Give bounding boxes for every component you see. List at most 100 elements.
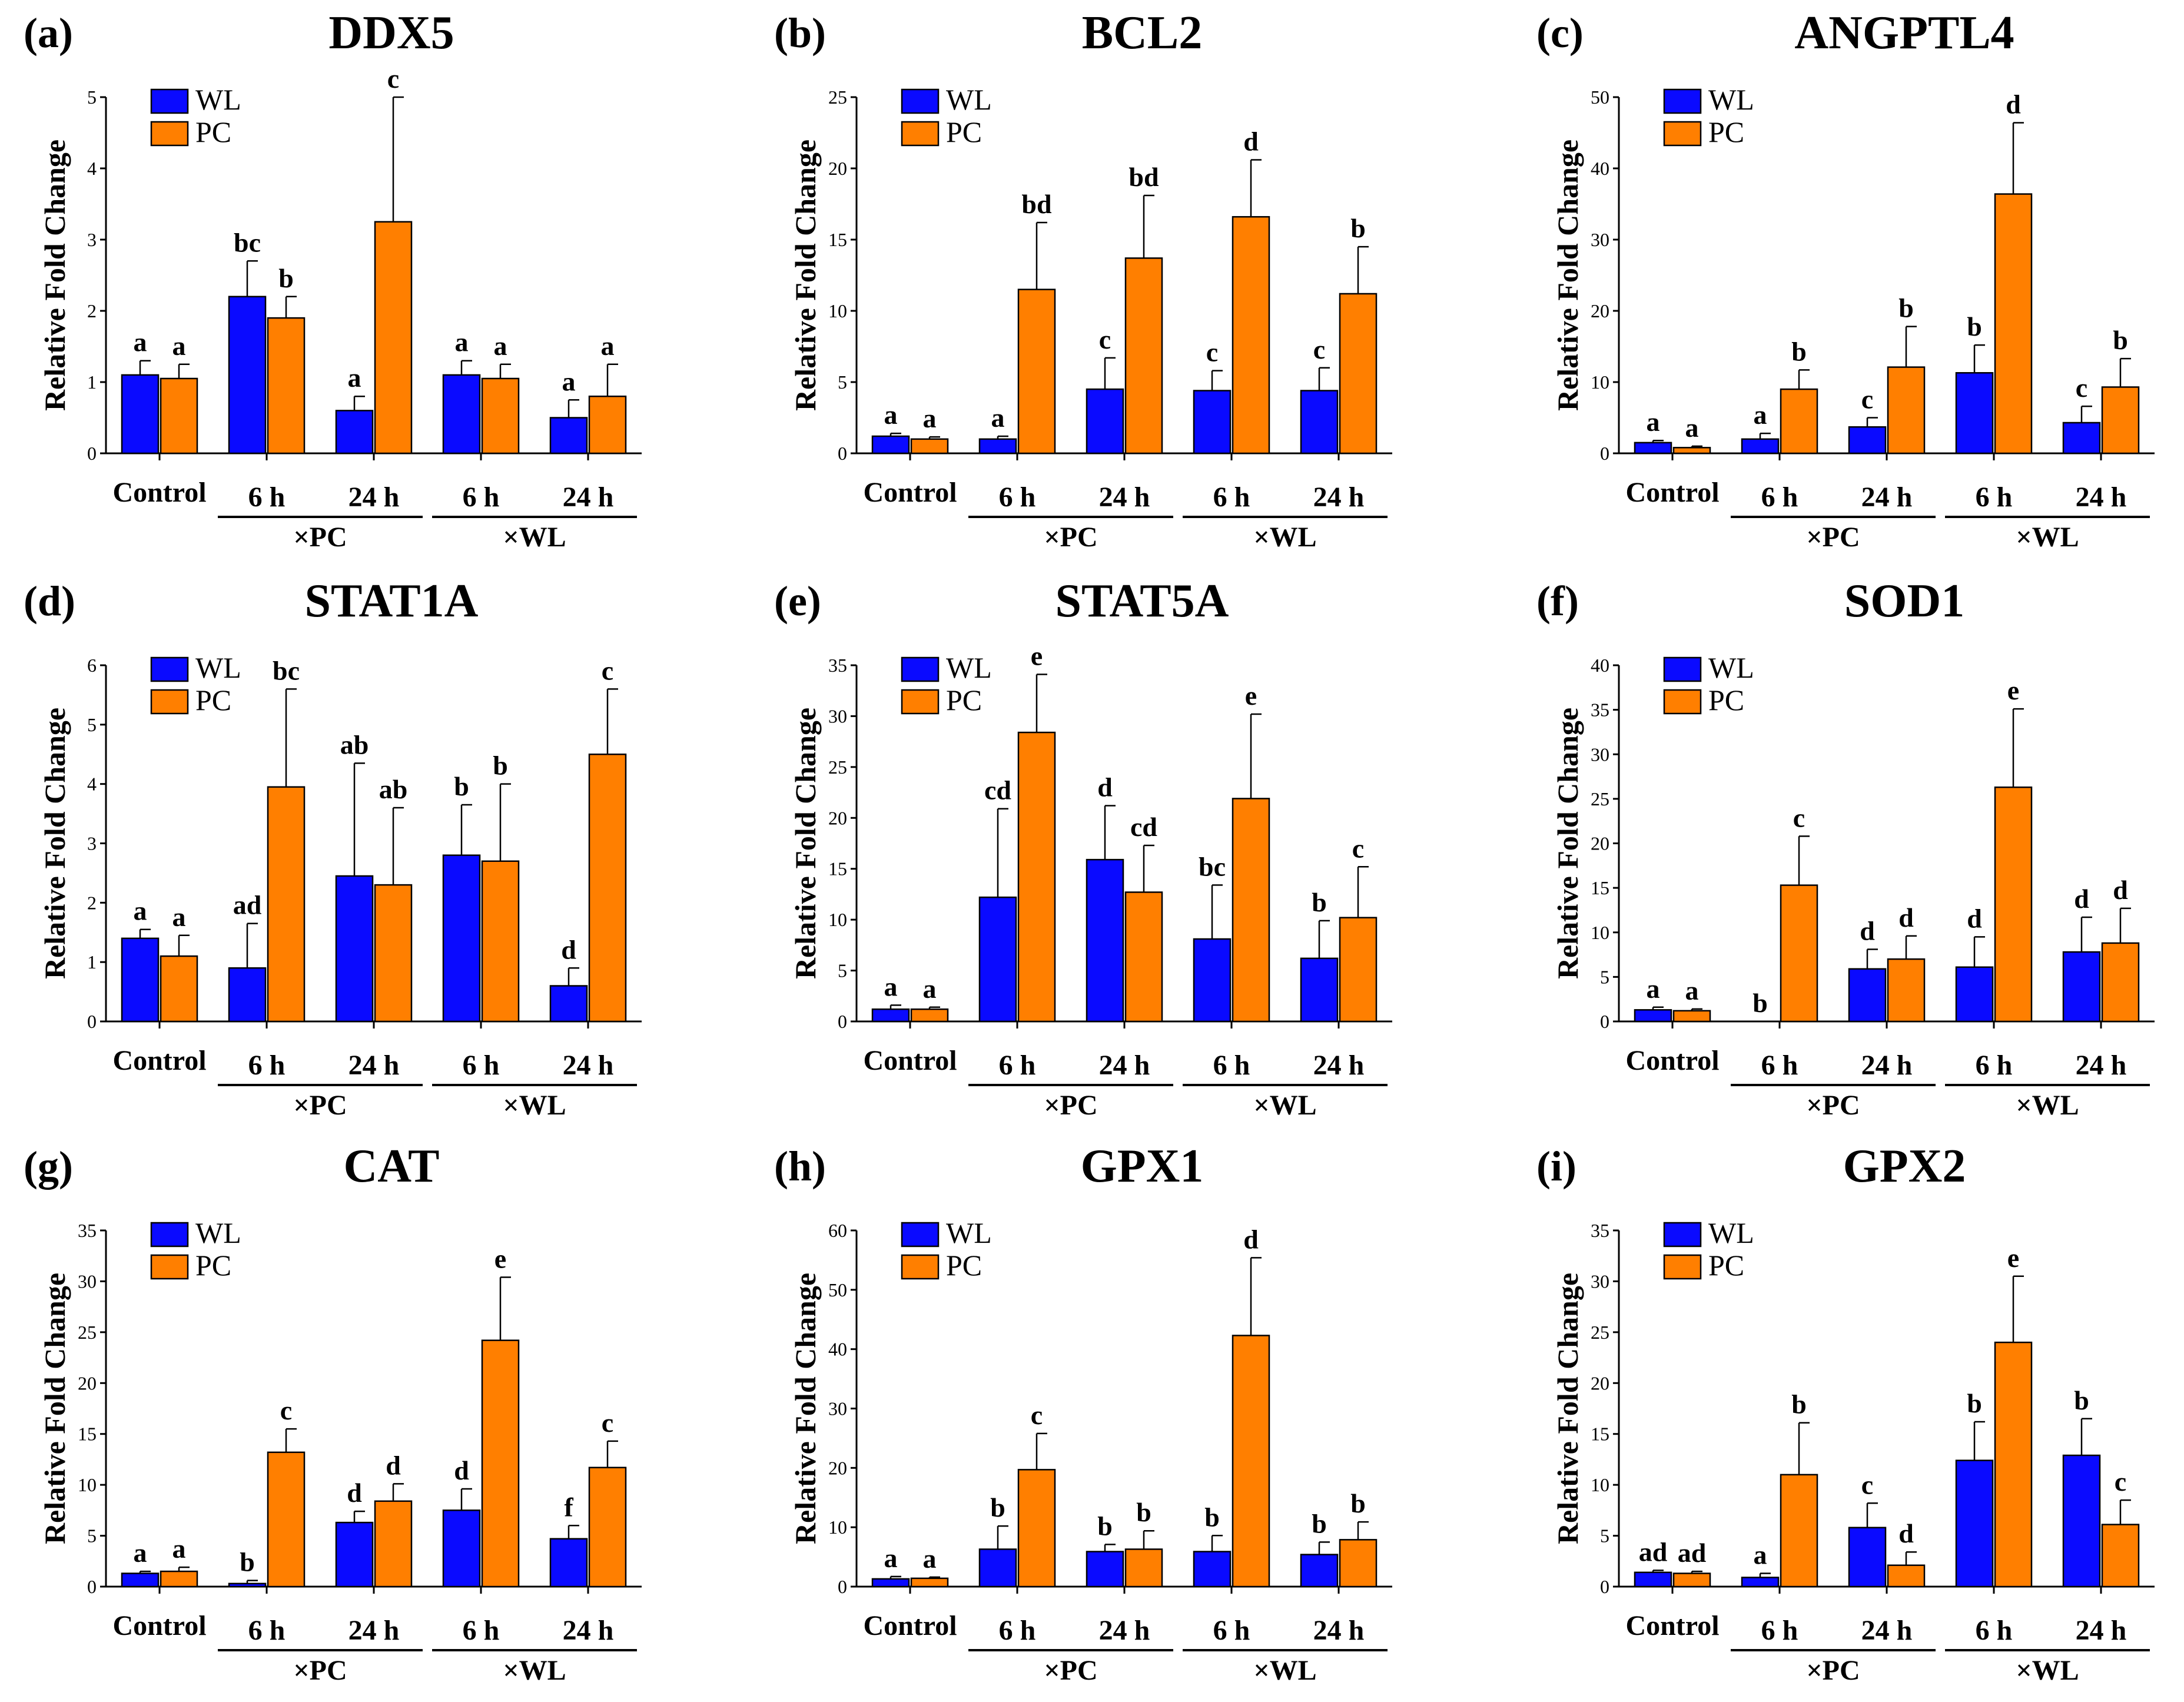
significance-label: a bbox=[1754, 1540, 1767, 1570]
y-tick-label: 20 bbox=[828, 807, 847, 828]
y-tick-label: 10 bbox=[1591, 371, 1609, 393]
legend-label-wl: WL bbox=[1708, 1216, 1754, 1249]
significance-label: b bbox=[1752, 988, 1768, 1018]
bar-pc bbox=[1017, 1469, 1056, 1588]
y-tick-label: 0 bbox=[87, 1011, 97, 1032]
legend-label-pc: PC bbox=[1708, 684, 1744, 716]
x-tick-label: 6 h bbox=[248, 1615, 286, 1646]
bar-wl bbox=[1741, 438, 1780, 454]
y-tick-label: 40 bbox=[828, 1339, 847, 1360]
significance-label: a bbox=[134, 327, 147, 357]
y-tick-label: 20 bbox=[828, 158, 847, 179]
y-tick-label: 30 bbox=[1591, 229, 1609, 250]
y-tick-label: 0 bbox=[1600, 443, 1609, 464]
significance-label: a bbox=[134, 896, 147, 926]
y-tick-label: 30 bbox=[828, 705, 847, 726]
significance-label: b bbox=[1967, 311, 1982, 341]
y-tick-label: 0 bbox=[838, 1011, 847, 1032]
bar-wl bbox=[1955, 1459, 1994, 1588]
significance-label: cd bbox=[984, 775, 1011, 805]
x-tick-label: 24 h bbox=[563, 482, 614, 513]
y-axis-label: Relative Fold Change bbox=[1551, 1273, 1584, 1544]
panel-letter: (i) bbox=[1536, 1143, 1576, 1190]
y-axis-label: Relative Fold Change bbox=[1551, 140, 1584, 411]
significance-label: e bbox=[2007, 675, 2019, 705]
bar-pc bbox=[374, 884, 413, 1023]
y-axis-label: Relative Fold Change bbox=[38, 708, 71, 979]
y-tick-label: 35 bbox=[828, 655, 847, 676]
panel-letter: (f) bbox=[1536, 578, 1579, 625]
bar-pc bbox=[267, 317, 306, 454]
legend-label-wl: WL bbox=[195, 651, 241, 684]
x-tick-label: 24 h bbox=[348, 1615, 400, 1646]
y-axis-label: Relative Fold Change bbox=[1551, 708, 1584, 979]
significance-label: c bbox=[602, 1408, 613, 1438]
significance-label: a bbox=[923, 1544, 937, 1574]
x-tick-label: 6 h bbox=[248, 482, 286, 513]
significance-label: e bbox=[2007, 1243, 2019, 1273]
significance-label: b bbox=[1967, 1388, 1982, 1418]
bar-wl bbox=[1300, 390, 1339, 454]
significance-label: c bbox=[2115, 1467, 2126, 1497]
bar-pc bbox=[1672, 1572, 1711, 1588]
bar-pc bbox=[1232, 1335, 1270, 1588]
significance-label: b bbox=[278, 263, 294, 293]
chart-title: STAT5A bbox=[1056, 575, 1229, 627]
bar-pc bbox=[267, 786, 306, 1023]
significance-label: d bbox=[2006, 89, 2021, 120]
group-label: ×PC bbox=[293, 1655, 347, 1686]
significance-label: bd bbox=[1128, 162, 1159, 192]
significance-label: e bbox=[494, 1244, 506, 1274]
panel-letter: (e) bbox=[774, 578, 821, 625]
y-tick-label: 5 bbox=[87, 1525, 97, 1547]
chart-title: GPX2 bbox=[1843, 1140, 1966, 1192]
y-tick-label: 10 bbox=[78, 1474, 97, 1495]
legend-swatch-pc bbox=[901, 689, 940, 715]
legend-label-pc: PC bbox=[195, 1249, 231, 1282]
significance-label: bc bbox=[234, 227, 261, 257]
significance-label: bd bbox=[1021, 189, 1052, 219]
y-tick-label: 35 bbox=[78, 1220, 97, 1241]
bar-pc bbox=[588, 395, 627, 454]
x-tick-label: Control bbox=[1625, 1045, 1719, 1076]
bar-wl bbox=[1086, 1551, 1124, 1588]
y-axis-label: Relative Fold Change bbox=[38, 1273, 71, 1544]
significance-label: d bbox=[2074, 884, 2089, 914]
x-tick-label: 24 h bbox=[348, 482, 400, 513]
x-tick-label: 6 h bbox=[248, 1050, 286, 1081]
y-tick-label: 25 bbox=[828, 87, 847, 108]
significance-label: a bbox=[884, 400, 898, 430]
bar-wl bbox=[978, 1548, 1017, 1588]
significance-label: c bbox=[1031, 1400, 1043, 1430]
legend-label-wl: WL bbox=[195, 1216, 241, 1249]
legend-swatch-pc bbox=[1663, 121, 1702, 147]
bar-pc bbox=[588, 754, 627, 1023]
y-axis-label: Relative Fold Change bbox=[789, 1273, 822, 1544]
significance-label: e bbox=[1031, 641, 1043, 671]
significance-label: cd bbox=[1130, 812, 1157, 842]
significance-label: a bbox=[562, 366, 576, 396]
bar-pc bbox=[1887, 958, 1926, 1023]
panel-letter: (d) bbox=[24, 578, 75, 625]
bar-pc bbox=[1780, 388, 1818, 454]
legend-swatch-wl bbox=[1663, 1222, 1702, 1248]
y-tick-label: 4 bbox=[87, 774, 97, 795]
significance-label: b bbox=[1350, 213, 1366, 243]
significance-label: a bbox=[1685, 976, 1699, 1006]
significance-label: d bbox=[1860, 915, 1875, 945]
bar-wl bbox=[228, 296, 267, 454]
group-label: ×PC bbox=[1806, 1655, 1860, 1686]
x-tick-label: 24 h bbox=[1313, 1615, 1365, 1646]
x-tick-label: 6 h bbox=[1213, 1050, 1250, 1081]
bar-pc bbox=[910, 438, 949, 454]
y-tick-label: 5 bbox=[838, 371, 847, 393]
legend-swatch-pc bbox=[150, 689, 189, 715]
significance-label: a bbox=[1647, 407, 1660, 437]
significance-label: b bbox=[1350, 1488, 1366, 1518]
y-tick-label: 3 bbox=[87, 229, 97, 250]
y-tick-label: 20 bbox=[1591, 833, 1609, 854]
bar-pc bbox=[1672, 447, 1711, 454]
y-tick-label: 6 bbox=[87, 655, 97, 676]
significance-label: d bbox=[386, 1450, 401, 1480]
y-tick-label: 2 bbox=[87, 300, 97, 321]
